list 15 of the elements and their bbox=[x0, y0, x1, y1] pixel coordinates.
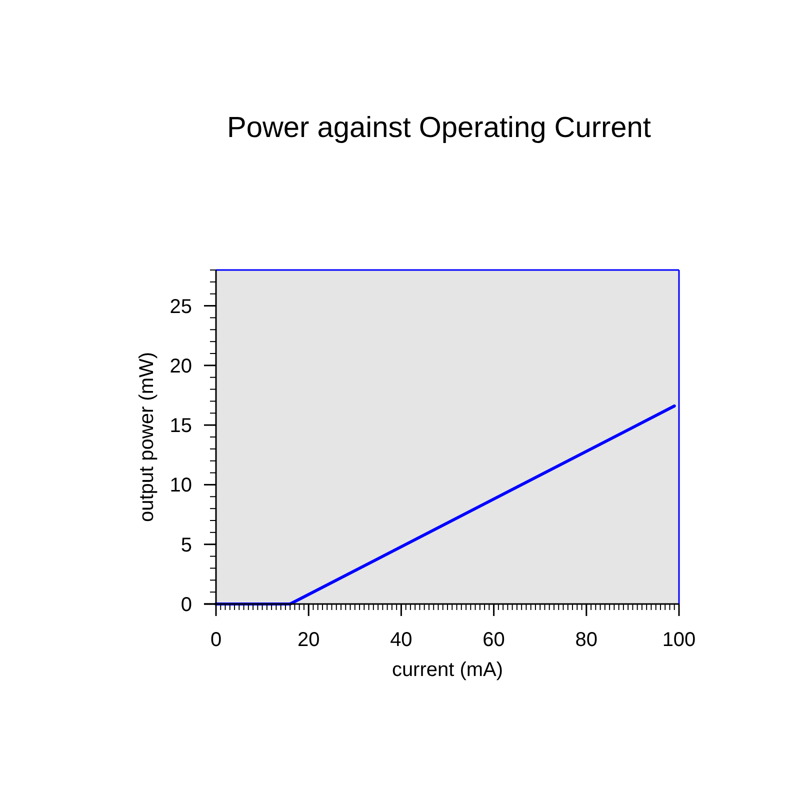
x-axis-title: current (mA) bbox=[392, 659, 504, 681]
y-tick-label: 10 bbox=[170, 474, 192, 497]
y-tick-label: 20 bbox=[170, 355, 192, 378]
x-tick-label: 0 bbox=[210, 629, 222, 651]
x-tick-label: 80 bbox=[575, 629, 598, 651]
y-tick-label: 0 bbox=[180, 594, 192, 616]
x-tick-label: 40 bbox=[390, 629, 412, 651]
y-tick-label: 15 bbox=[170, 415, 192, 438]
y-tick-label: 25 bbox=[170, 296, 192, 318]
x-tick-label: 100 bbox=[662, 629, 696, 651]
x-tick-label: 60 bbox=[482, 629, 505, 651]
y-axis-title: output power (mW) bbox=[136, 352, 158, 522]
y-tick-label: 5 bbox=[180, 534, 192, 556]
chart-title: Power against Operating Current bbox=[227, 112, 651, 144]
x-tick-label: 20 bbox=[297, 629, 320, 651]
